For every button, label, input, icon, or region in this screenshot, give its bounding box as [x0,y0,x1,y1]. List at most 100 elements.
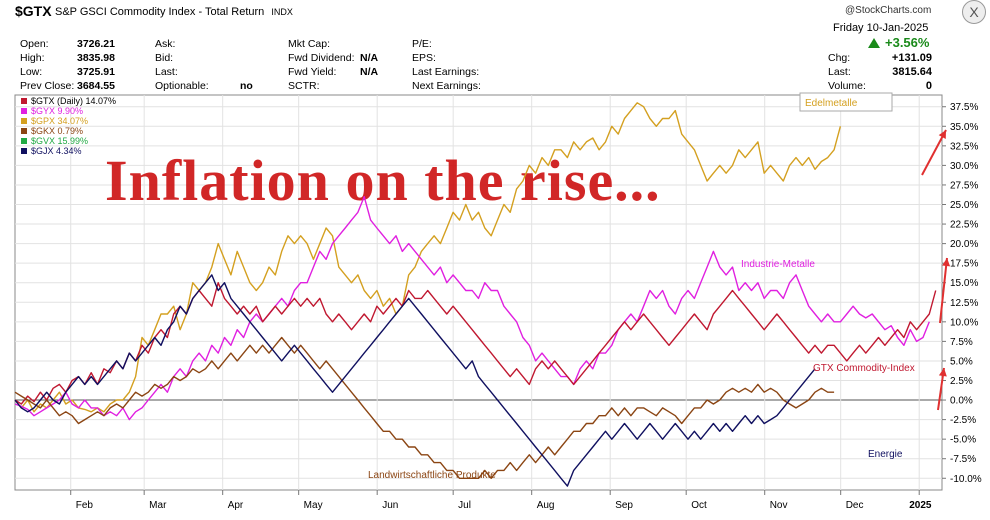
quote-label: Chg: [828,52,851,64]
brand-logo: @StockCharts.com [845,5,932,16]
quote-value: 3725.91 [77,66,115,78]
y-tick-label: 27.5% [950,180,978,191]
x-tick-label: Mar [149,500,167,511]
quote-label: Fwd Dividend: [288,52,355,64]
y-tick-label: 20.0% [950,239,978,250]
quote-value: N/A [360,52,379,64]
description-text: S&P GSCI Commodity Index - Total Return [55,6,265,18]
y-tick-label: -7.5% [950,454,976,465]
trend-arrowhead [938,130,946,139]
y-tick-label: 2.5% [950,376,973,387]
quote-label: Volume: [828,80,866,92]
y-tick-label: 0.0% [950,396,973,407]
x-tick-label: Feb [76,500,94,511]
annotation-precious: Edelmetalle [805,98,858,109]
quote-value: N/A [360,66,379,78]
plot-frame [14,94,943,491]
quote-value: no [240,80,253,92]
y-tick-label: 5.0% [950,356,973,367]
x-tick-label: Nov [770,500,788,511]
quote-value: 3815.64 [892,66,932,78]
legend-entry: $GPX 34.07% [31,116,88,126]
chart-title: Inflation on the rise... [105,148,661,213]
quote-label: Bid: [155,52,174,64]
y-tick-label: 15.0% [950,278,978,289]
quote-label: Optionable: [155,80,209,92]
x-tick-label: Jul [458,500,471,511]
quote-label: Mkt Cap: [288,38,331,50]
y-tick-label: 25.0% [950,200,978,211]
x-tick-label: Sep [615,500,633,511]
y-tick-label: -5.0% [950,435,976,446]
legend-swatch [21,148,27,154]
up-arrow-icon [868,38,880,48]
quote-header: $GTX S&P GSCI Commodity Index - Total Re… [0,0,990,96]
quote-label: Prev Close: [20,80,75,92]
quote-label: SCTR: [288,80,320,92]
y-tick-label: 7.5% [950,337,973,348]
quote-label: Open: [20,38,49,50]
y-tick-label: 35.0% [950,122,978,133]
exchange-text: INDX [271,7,293,17]
pct-change: +3.56% [868,35,929,50]
symbol-description: S&P GSCI Commodity Index - Total Return … [55,6,293,18]
quote-label: Fwd Yield: [288,66,337,78]
pct-change-value: +3.56% [885,35,930,50]
trend-arrow [921,129,947,176]
x-tick-label: Oct [691,500,707,511]
legend-swatch [21,98,27,104]
quote-label: Next Earnings: [412,80,481,92]
x-tick-label: 2025 [909,500,932,511]
legend-swatch [21,108,27,114]
close-icon[interactable]: X [962,0,986,24]
quote-label: Last: [155,66,178,78]
quote-label: EPS: [412,52,436,64]
annotation-gtx: GTX Commodity-Index [813,363,915,374]
trend-arrow [939,257,948,324]
y-tick-label: -10.0% [950,474,982,485]
annotation-industrial: Industrie-Metalle [741,259,815,270]
x-tick-label: Dec [846,500,864,511]
legend-entry: $GVX 15.99% [31,136,88,146]
legend-swatch [21,138,27,144]
series-line-gkx [14,336,835,479]
legend-swatch [21,128,27,134]
series-line-gtx [14,282,937,405]
y-tick-label: 17.5% [950,259,978,270]
y-tick-label: -2.5% [950,415,976,426]
x-tick-label: Jun [382,500,398,511]
quote-value: 0 [925,80,932,92]
y-tick-label: 12.5% [950,298,978,309]
x-tick-label: Apr [228,500,244,511]
legend-entry: $GYX 9.90% [31,106,83,116]
quote-label: Last Earnings: [412,66,480,78]
symbol: $GTX [15,3,52,19]
quote-label: Low: [20,66,43,78]
y-tick-label: 30.0% [950,161,978,172]
trend-arrowhead [938,368,947,377]
annotation-energy: Energie [868,449,903,460]
x-tick-label: Aug [537,500,555,511]
quote-value: 3726.21 [77,38,115,50]
y-tick-label: 37.5% [950,102,978,113]
series-line-gyx [14,195,930,421]
y-tick-label: 10.0% [950,317,978,328]
legend-entry: $GTX (Daily) 14.07% [31,96,116,106]
quote-label: High: [20,52,45,64]
annotation-box [799,92,893,112]
legend-swatch [21,118,27,124]
quote-value: 3835.98 [77,52,115,64]
quote-label: Last: [828,66,851,78]
legend-entry: $GKX 0.79% [31,126,83,136]
series-line-gpx [14,102,842,413]
quote-label: P/E: [412,38,432,50]
y-tick-label: 32.5% [950,141,978,152]
quote-date: Friday 10-Jan-2025 [833,22,929,34]
quote-value: +131.09 [891,52,932,64]
legend-entry: $GJX 4.34% [31,146,82,156]
quote-label: Ask: [155,38,176,50]
series-line-gjx [14,274,816,487]
x-tick-label: May [304,500,323,511]
y-tick-label: 22.5% [950,220,978,231]
